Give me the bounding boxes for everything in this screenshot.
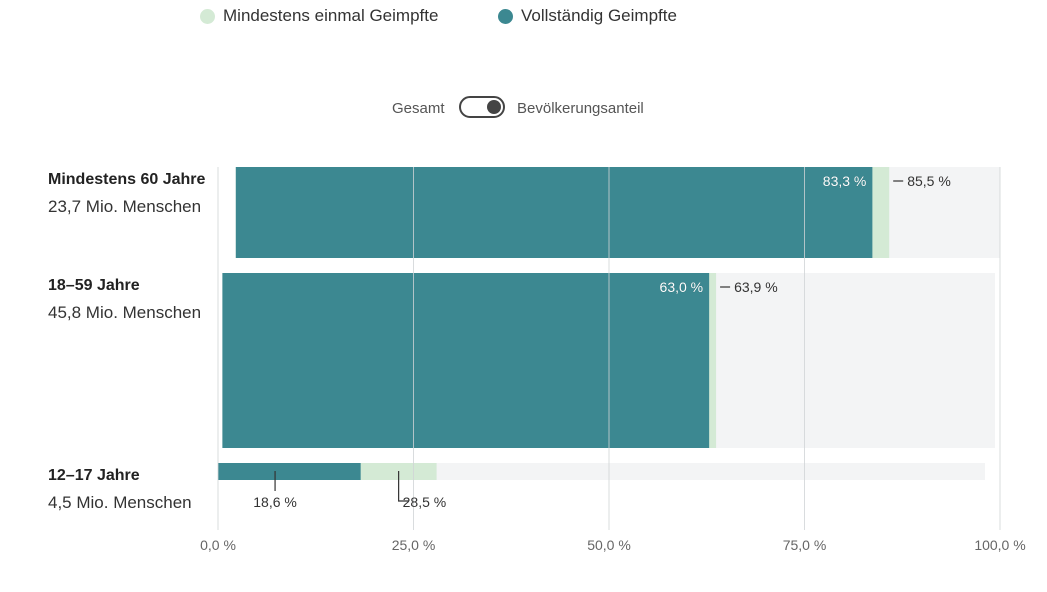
row-title-12-17: 12–17 Jahre: [48, 467, 140, 484]
bar-fully-vaccinated-12-17: [218, 463, 361, 480]
row-subtitle-18-59: 45,8 Mio. Menschen: [48, 303, 202, 322]
toggle-label-bevoelkerungsanteil[interactable]: Bevölkerungsanteil: [517, 100, 644, 117]
x-tick-label-0: 0,0 %: [200, 537, 236, 553]
data-label-first-dose-60plus: 85,5 %: [907, 173, 951, 189]
legend-swatch-fully-vaccinated: [498, 8, 513, 24]
legend: Mindestens einmal Geimpfte Vollständig G…: [0, 6, 1047, 30]
legend-item-first-dose[interactable]: Mindestens einmal Geimpfte: [200, 6, 438, 26]
legend-item-fully-vaccinated[interactable]: Vollständig Geimpfte: [498, 6, 677, 26]
leader-first-dose-12-17: [398, 471, 409, 502]
toggle-knob: [487, 100, 501, 114]
legend-label-fully-vaccinated: Vollständig Geimpfte: [521, 6, 677, 25]
view-toggle-switch[interactable]: [459, 96, 505, 118]
legend-swatch-first-dose: [200, 8, 215, 24]
x-tick-label-50: 50,0 %: [587, 537, 631, 553]
toggle-label-gesamt[interactable]: Gesamt: [392, 100, 445, 117]
data-label-fully-18-59: 63,0 %: [660, 279, 704, 295]
x-tick-label-100: 100,0 %: [974, 537, 1025, 553]
bar-fully-vaccinated-60plus: [235, 167, 873, 258]
view-toggle-row: Gesamt Bevölkerungsanteil: [0, 96, 1047, 122]
data-label-first-dose-18-59: 63,9 %: [734, 279, 778, 295]
x-tick-label-75: 75,0 %: [783, 537, 827, 553]
row-subtitle-12-17: 4,5 Mio. Menschen: [48, 493, 192, 512]
row-title-18-59: 18–59 Jahre: [48, 277, 140, 294]
row-subtitle-60plus: 23,7 Mio. Menschen: [48, 197, 202, 216]
data-label-fully-12-17: 18,6 %: [253, 494, 297, 510]
row-title-60plus: Mindestens 60 Jahre: [48, 171, 206, 188]
bar-fully-vaccinated-18-59: [222, 273, 710, 448]
x-tick-label-25: 25,0 %: [392, 537, 436, 553]
data-label-first-dose-12-17: 28,5 %: [403, 494, 447, 510]
legend-label-first-dose: Mindestens einmal Geimpfte: [223, 6, 439, 25]
data-label-fully-60plus: 83,3 %: [823, 173, 867, 189]
